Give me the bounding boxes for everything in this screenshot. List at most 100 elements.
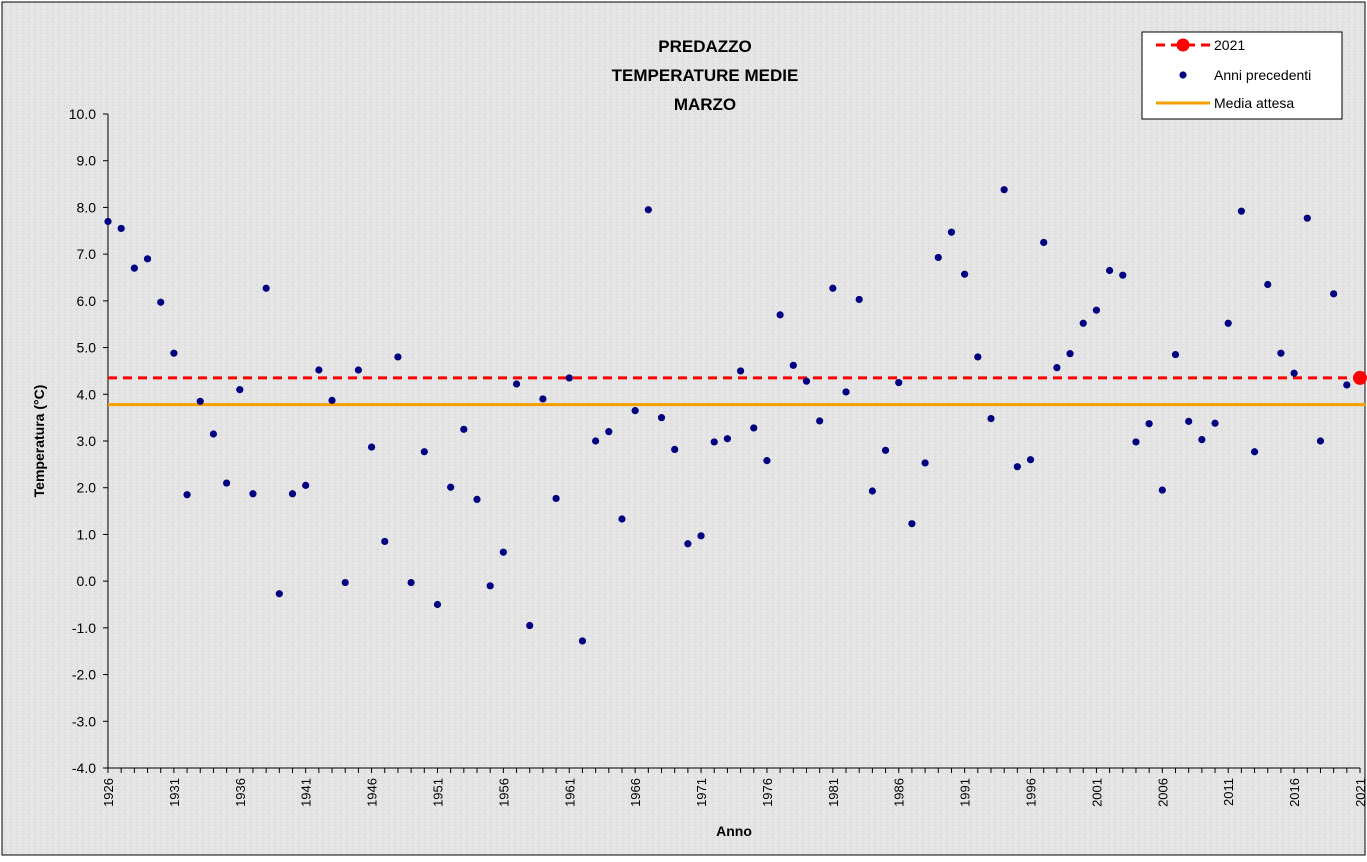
- data-point: [328, 396, 336, 404]
- y-tick-label: 10.0: [69, 106, 96, 122]
- data-point: [710, 438, 718, 446]
- chart-title-line: PREDAZZO: [658, 37, 752, 56]
- y-tick-label: 9.0: [77, 153, 97, 169]
- data-point: [1079, 319, 1087, 327]
- data-point: [631, 407, 639, 415]
- data-point: [526, 621, 534, 630]
- data-point: [908, 520, 916, 528]
- data-point: [592, 437, 600, 445]
- data-point: [921, 459, 929, 467]
- data-point: [1053, 364, 1061, 372]
- data-point: [262, 284, 270, 292]
- data-point-2021: [1353, 370, 1367, 385]
- x-tick-label: 1956: [496, 778, 511, 807]
- data-point: [552, 494, 560, 503]
- data-point: [842, 388, 850, 396]
- data-point: [1158, 486, 1166, 494]
- x-tick-label: 1926: [101, 778, 116, 807]
- data-point: [895, 379, 903, 387]
- data-point: [117, 224, 125, 233]
- data-point: [209, 430, 218, 438]
- data-point: [934, 253, 942, 262]
- data-point: [1106, 266, 1114, 275]
- x-axis-title: Anno: [716, 823, 752, 839]
- data-point: [1303, 214, 1311, 222]
- data-point: [684, 540, 692, 548]
- data-point: [288, 490, 297, 498]
- x-tick-label: 2011: [1221, 778, 1236, 806]
- data-point: [394, 353, 402, 361]
- data-point: [605, 428, 613, 436]
- data-point: [1237, 207, 1245, 215]
- data-point: [1224, 319, 1232, 327]
- data-point: [881, 446, 890, 454]
- data-point: [407, 578, 415, 587]
- data-point: [157, 298, 165, 306]
- y-tick-label: -3.0: [72, 713, 96, 729]
- data-point: [829, 284, 837, 292]
- data-point: [460, 425, 468, 433]
- y-tick-label: -4.0: [72, 760, 96, 776]
- legend-label-2021: 2021: [1214, 37, 1245, 53]
- data-point: [697, 532, 705, 540]
- chart-title-line: MARZO: [674, 95, 736, 114]
- data-point: [236, 386, 244, 394]
- data-point: [354, 366, 362, 374]
- data-point: [723, 435, 732, 443]
- x-tick-label: 1981: [826, 778, 841, 807]
- x-tick-label: 2016: [1287, 778, 1302, 807]
- y-tick-label: 7.0: [77, 246, 97, 262]
- data-point: [987, 414, 995, 423]
- data-point: [618, 515, 626, 523]
- y-tick-label: 8.0: [77, 199, 97, 215]
- y-tick-label: -1.0: [72, 620, 96, 636]
- x-tick-label: 1946: [365, 778, 380, 807]
- x-tick-label: 1941: [299, 778, 314, 807]
- data-point: [315, 366, 323, 374]
- data-point: [433, 600, 442, 609]
- data-point: [1185, 417, 1193, 425]
- legend-label-previous: Anni precedenti: [1214, 67, 1311, 83]
- y-tick-label: 0.0: [77, 573, 97, 589]
- data-point: [130, 264, 138, 272]
- data-point: [763, 457, 771, 465]
- data-point: [302, 481, 310, 489]
- x-tick-label: 1996: [1024, 778, 1039, 807]
- data-point: [1198, 435, 1206, 444]
- x-tick-label: 2006: [1155, 778, 1170, 807]
- legend-previous-marker: [1179, 71, 1187, 79]
- data-point: [736, 367, 745, 375]
- data-point: [1040, 238, 1048, 247]
- data-point: [855, 295, 863, 304]
- data-point: [947, 228, 956, 236]
- data-point: [499, 548, 507, 556]
- data-point: [1250, 448, 1259, 456]
- x-tick-label: 1976: [760, 778, 775, 807]
- x-tick-label: 2021: [1353, 778, 1367, 807]
- data-point: [1343, 381, 1351, 389]
- y-axis-title: Temperatura (°C): [31, 385, 47, 498]
- data-point: [183, 491, 191, 499]
- data-point: [802, 377, 811, 385]
- y-tick-label: 3.0: [77, 433, 97, 449]
- data-point: [789, 361, 797, 369]
- y-tick-label: 4.0: [77, 386, 97, 402]
- data-point: [1211, 419, 1219, 427]
- data-point: [512, 380, 521, 388]
- data-point: [381, 537, 389, 546]
- data-point: [1264, 280, 1272, 289]
- data-point: [1092, 306, 1101, 314]
- data-point: [196, 397, 204, 405]
- data-point: [1290, 369, 1298, 377]
- y-tick-label: 6.0: [77, 293, 97, 309]
- data-point: [1316, 437, 1325, 445]
- x-tick-label: 1966: [628, 778, 643, 807]
- data-point: [1119, 271, 1127, 279]
- x-tick-label: 1951: [430, 778, 445, 807]
- y-tick-label: 5.0: [77, 340, 97, 356]
- data-point: [974, 353, 982, 361]
- x-tick-label: 1971: [694, 778, 709, 807]
